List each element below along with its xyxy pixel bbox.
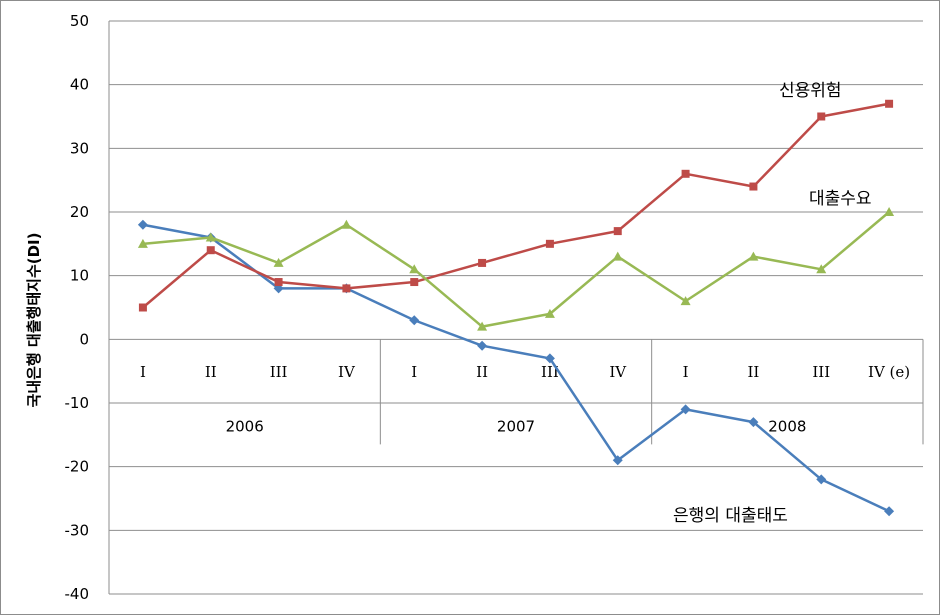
data-point-square [206,246,215,255]
y-tick-label: 50 [70,12,89,30]
gridlines [109,20,923,595]
data-point-triangle [409,264,420,274]
data-point-square [613,227,622,236]
category-label: II [476,363,488,381]
data-point-diamond [884,506,895,517]
data-point-square [545,239,554,248]
data-point-diamond [477,340,488,351]
data-point-square [681,169,690,178]
data-point-square [817,112,826,121]
series-label: 신용위험 [779,81,842,101]
series-1 [137,219,895,517]
category-label: I [683,363,689,381]
y-tick-label: -10 [65,394,90,412]
category-label: IV [338,363,356,381]
category-labels: I II III IV I II III IV I II III IV (e) [140,363,910,381]
category-label: II [205,363,217,381]
category-label: IV [609,363,627,381]
data-point-triangle [884,207,895,216]
y-tick-label: -20 [65,458,90,476]
data-point-square [749,182,758,191]
data-point-diamond [409,315,420,326]
y-tick-label: -40 [65,585,90,603]
data-point-square [138,303,147,312]
y-tick-label: 10 [70,267,89,285]
data-point-diamond [612,455,623,466]
data-point-square [410,278,419,287]
year-label: 2008 [768,417,806,435]
data-point-diamond [137,219,148,230]
year-label: 2006 [226,417,264,435]
data-point-triangle [748,251,759,261]
data-point-triangle [816,264,827,274]
series-line [142,223,890,513]
series-line [142,102,890,309]
series-label: 대출수요 [809,189,872,209]
y-tick-label: -30 [65,521,90,539]
data-point-triangle [477,321,488,331]
y-axis-title: 국내은행 대출행태지수(DI) [25,233,43,408]
series-lines [137,99,895,517]
y-tick-label: 40 [70,76,89,94]
series-label: 은행의 대출태도 [673,506,788,526]
data-point-diamond [816,474,827,485]
data-point-triangle [544,308,555,318]
category-label: I [411,363,417,381]
y-tick-label: 20 [70,203,89,221]
y-tick-label: 30 [70,139,89,157]
data-point-triangle [341,219,352,229]
year-group-labels: 2006 2007 2008 [226,417,807,435]
data-point-square [885,99,894,108]
data-point-diamond [680,404,691,415]
series-2 [138,99,894,312]
data-point-square [478,258,487,267]
category-label: IV (e) [868,363,910,381]
category-label: III [270,363,288,381]
data-point-diamond [544,353,555,364]
data-point-diamond [748,417,759,428]
series-line [142,211,890,328]
category-label: II [747,363,759,381]
data-point-triangle [205,232,216,242]
category-label: I [140,363,146,381]
y-tick-label: 0 [79,330,89,348]
data-point-square [274,278,283,287]
y-tick-labels: 50 40 30 20 10 0 -10 -20 -30 -40 [65,12,90,603]
data-point-square [342,284,351,293]
data-point-triangle [137,238,148,248]
year-label: 2007 [497,417,535,435]
data-point-triangle [273,257,284,267]
category-label: III [541,363,559,381]
data-point-triangle [680,296,691,306]
series-3 [137,207,895,331]
data-point-triangle [612,251,623,261]
category-label: III [812,363,830,381]
axes [108,21,924,594]
